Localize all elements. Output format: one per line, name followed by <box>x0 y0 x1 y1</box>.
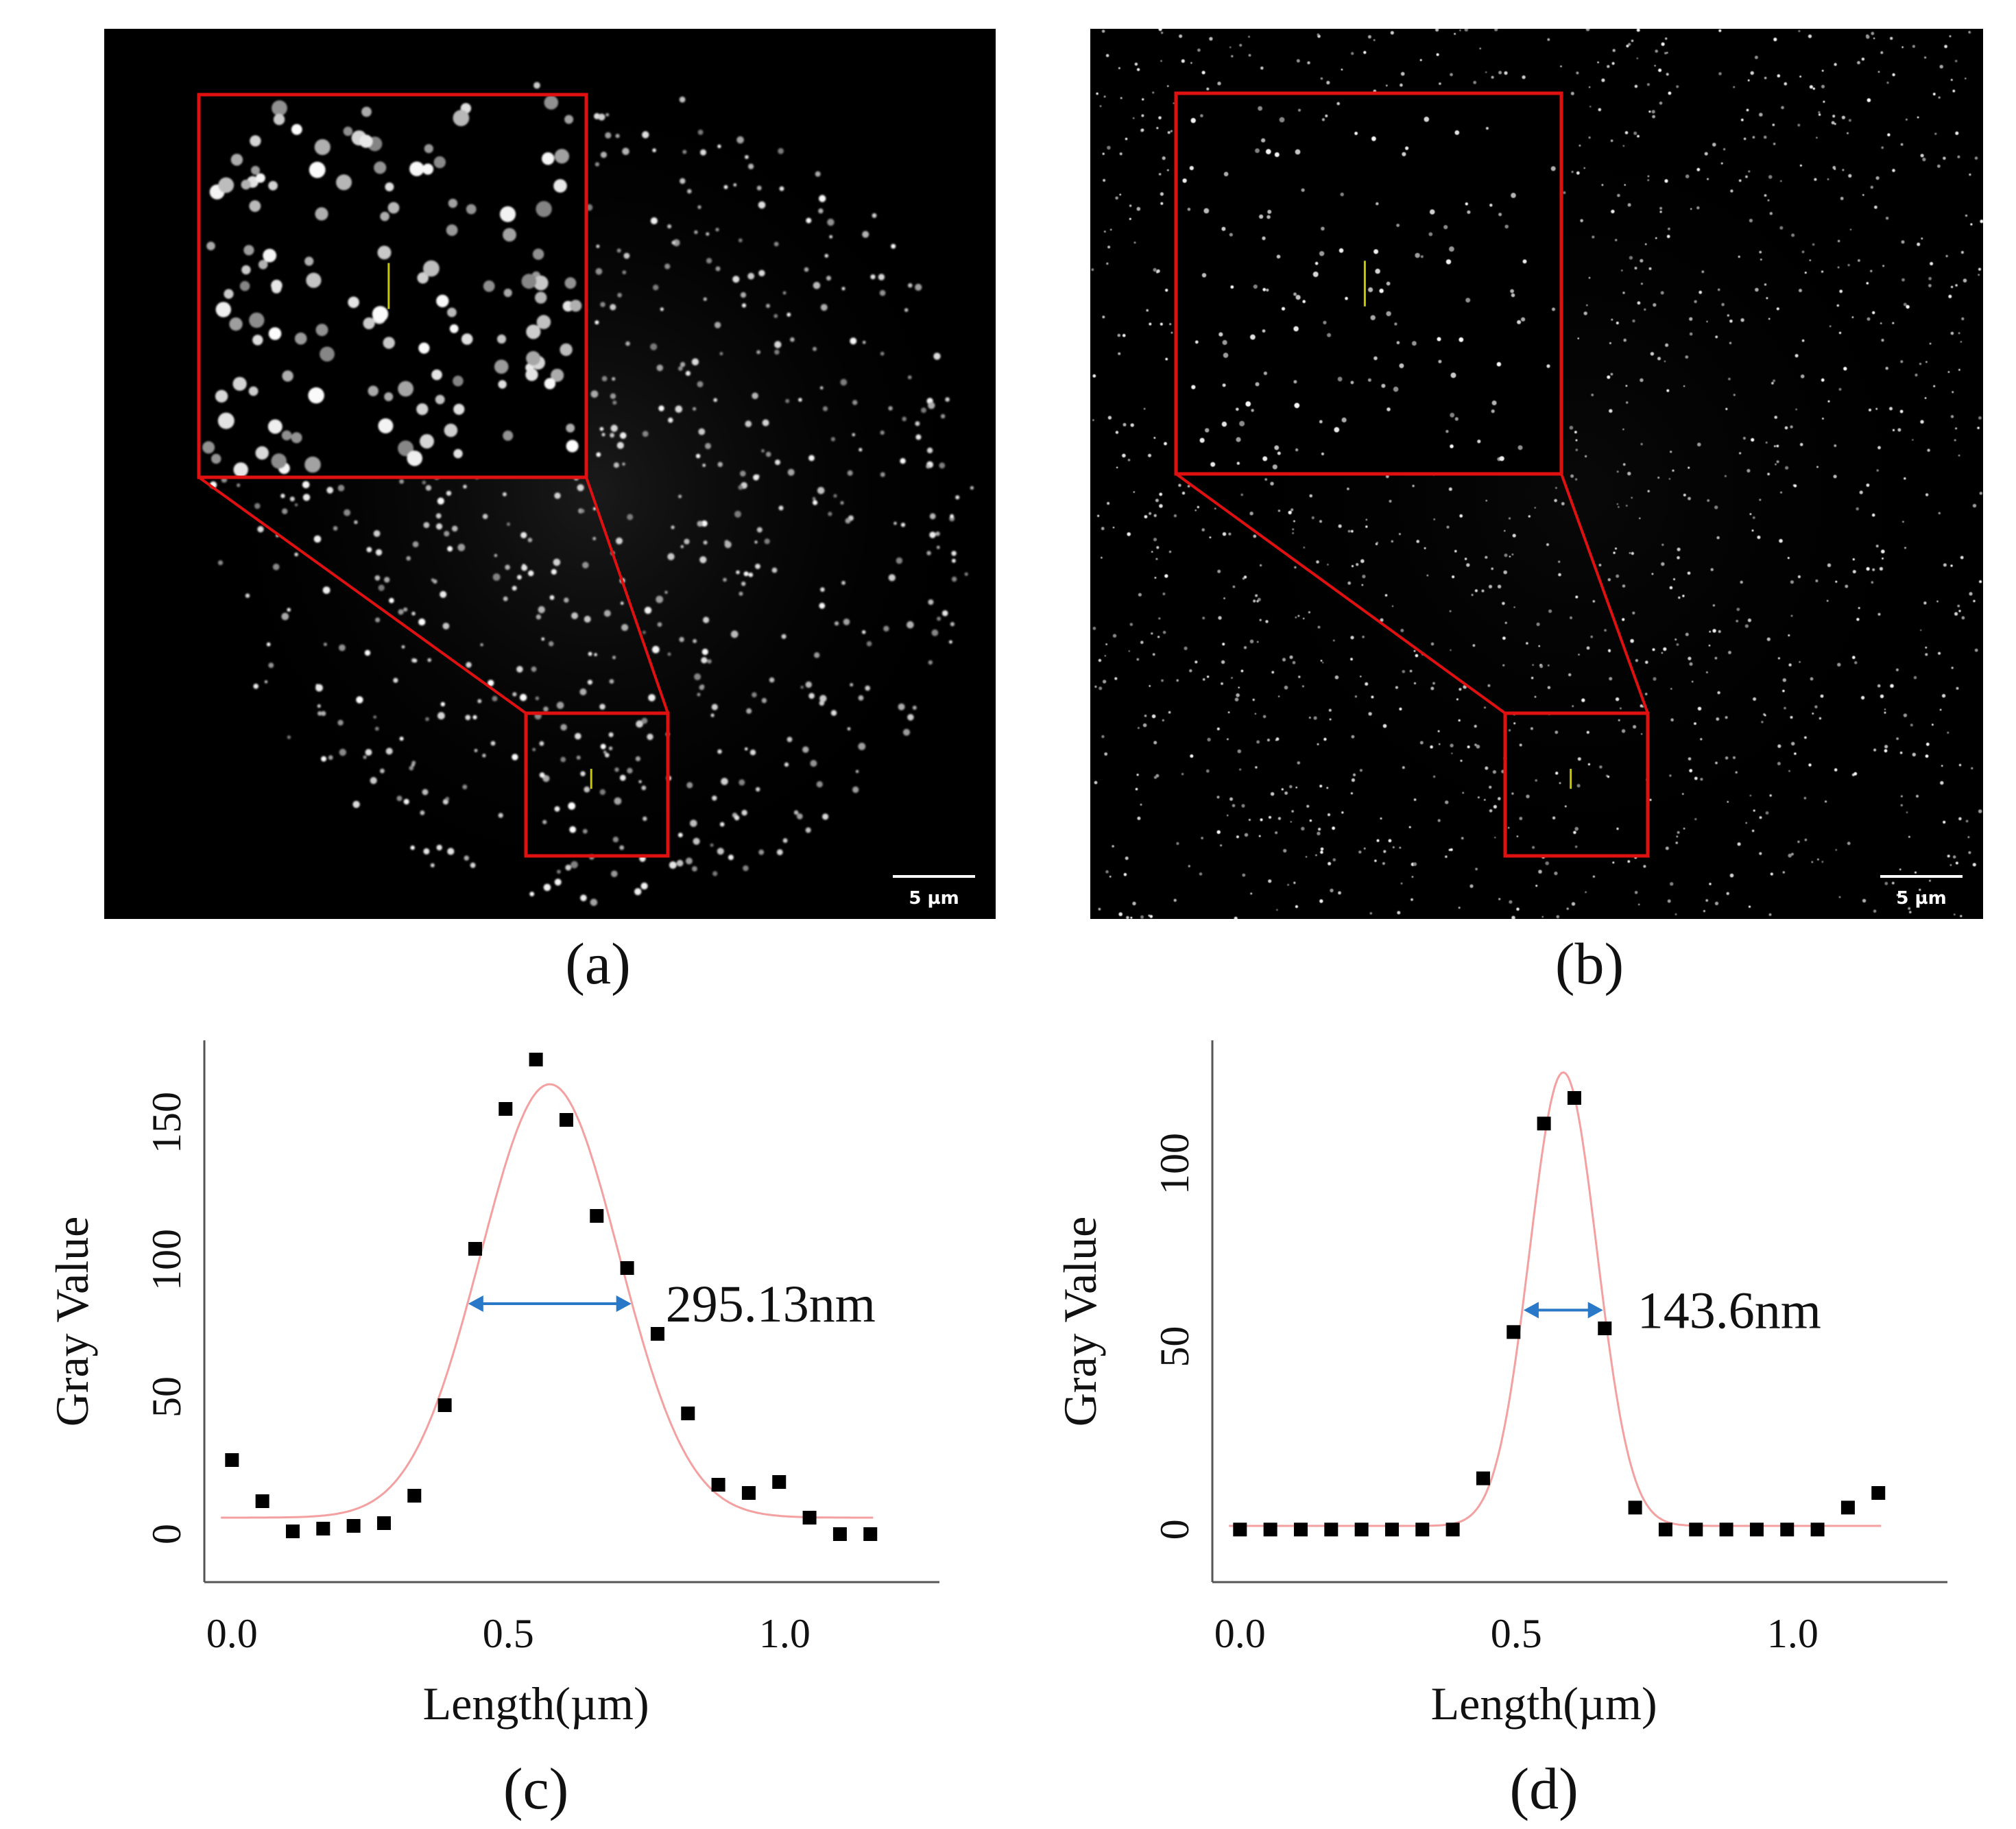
plot-c-data-point <box>316 1522 331 1535</box>
plot-d-data-point <box>1384 1522 1399 1537</box>
plot-c-data-point <box>802 1511 817 1525</box>
plot-c-data-point <box>590 1209 604 1223</box>
plot-c-ytick-label: 0 <box>144 1524 189 1544</box>
plot-d-data-point <box>1598 1322 1612 1335</box>
fluorescence-spots <box>1091 29 1983 919</box>
plot-d-fwhm-label: 143.6nm <box>1637 1282 1821 1339</box>
zoom-connector-right <box>585 477 669 714</box>
inset-box-outline <box>197 93 588 479</box>
plot-d-data-point <box>1354 1522 1369 1537</box>
plot-d-ytick-label: 100 <box>1152 1133 1197 1195</box>
plot-c-data-point <box>437 1398 452 1412</box>
plot-c-data-point <box>407 1489 422 1503</box>
plot-c-xtick-label: 0.0 <box>206 1611 258 1656</box>
plot-d-data-point <box>1415 1522 1430 1537</box>
plot-d-data-point <box>1263 1522 1277 1537</box>
source-region-box <box>1503 711 1650 858</box>
zoom-inset <box>197 93 588 479</box>
plot-d-x-axis-label: Length(µm) <box>1431 1677 1657 1730</box>
plot-d-data-point <box>1658 1522 1672 1537</box>
plot-d-data-point <box>1871 1486 1886 1500</box>
plot-c-y-axis-label: Gray Value <box>46 1217 98 1427</box>
plot-c-data-point <box>620 1261 634 1275</box>
plot-c-data-point <box>711 1478 725 1492</box>
plot-c-data-point <box>225 1453 239 1467</box>
plot-c-data-point <box>559 1113 573 1127</box>
plot-c-fwhm-arrowhead-left <box>468 1295 483 1312</box>
plot-d-data-point <box>1476 1471 1490 1485</box>
plot-d-data-point <box>1840 1501 1855 1515</box>
zoom-connector-left <box>197 476 527 715</box>
plot-d-data-point <box>1719 1522 1733 1537</box>
plot-d-data-point <box>1749 1522 1764 1537</box>
plot-d-xtick-label: 0.0 <box>1214 1611 1266 1656</box>
plot-c-fwhm-label: 295.13nm <box>666 1276 876 1333</box>
plot-d-panel-label: (d) <box>1509 1756 1578 1821</box>
plot-d-data-point <box>1324 1522 1339 1537</box>
plot-c-ytick-label: 50 <box>144 1376 189 1418</box>
plot-d-data-point <box>1537 1116 1551 1131</box>
plot-c-panel-label: (c) <box>503 1756 568 1821</box>
plot-d-y-axis-label: Gray Value <box>1054 1217 1106 1427</box>
plot-d-data-point <box>1628 1501 1642 1515</box>
plot-c-data-point <box>863 1527 878 1541</box>
plot-d-data-point <box>1293 1522 1308 1537</box>
plot-d-data-point <box>1810 1522 1825 1537</box>
panel-label-a: (a) <box>565 931 631 996</box>
super-resolution-image-panel: 5 µm <box>1090 29 1983 919</box>
plot-c-data-point <box>741 1486 756 1500</box>
plot-c-data-point <box>772 1475 787 1489</box>
plot-d-data-point <box>1507 1325 1521 1339</box>
scale-bar-label: 5 µm <box>1896 888 1946 909</box>
plot-c-data-point <box>285 1525 300 1538</box>
plot-c-gaussian-fit <box>221 1083 874 1519</box>
plot-c-data-point <box>529 1053 543 1066</box>
inset-box-outline <box>1174 91 1563 476</box>
plot-d-data-point <box>1689 1522 1703 1537</box>
plot-d-ytick-label: 50 <box>1152 1326 1197 1367</box>
plot-d-data-point <box>1567 1091 1581 1105</box>
plot-d-data-point <box>1233 1522 1247 1537</box>
plot-c-data-point <box>468 1242 482 1256</box>
super-resolution-image-canvas: 5 µm <box>1090 29 1983 919</box>
plot-d-fwhm-arrowhead-right <box>1587 1302 1603 1319</box>
plot-c-data-point <box>681 1407 695 1420</box>
zoom-inset <box>1174 91 1563 476</box>
zoom-connector-right <box>1560 473 1649 714</box>
widefield-image-panel: 5 µm <box>104 29 996 919</box>
plot-c-ytick-label: 100 <box>144 1229 189 1291</box>
plot-c-xtick-label: 1.0 <box>759 1611 811 1656</box>
plot-d-ytick-label: 0 <box>1152 1519 1197 1540</box>
plot-d-data-point <box>1780 1522 1795 1537</box>
plot-c-data-point <box>832 1527 847 1541</box>
plot-c-xtick-label: 0.5 <box>483 1611 534 1656</box>
scale-bar-label: 5 µm <box>909 888 959 909</box>
widefield-image-canvas: 5 µm <box>104 29 996 919</box>
plot-c-data-point <box>346 1519 361 1533</box>
plot-c-x-axis-label: Length(µm) <box>423 1677 649 1730</box>
profile-plot-c: 0 50 100 150 0.0 0.5 1.0 Gray Value Length(µm) (c… <box>46 1040 939 1821</box>
plot-c-data-point <box>650 1327 664 1341</box>
plot-d-data-point <box>1445 1522 1460 1537</box>
plot-d-xtick-label: 0.5 <box>1491 1611 1542 1656</box>
plot-d-xtick-label: 1.0 <box>1767 1611 1819 1656</box>
zoom-connector-left <box>1175 473 1507 715</box>
source-region-box <box>524 711 670 858</box>
plot-d-fwhm-arrowhead-left <box>1523 1302 1539 1319</box>
panel-label-b: (b) <box>1555 931 1624 996</box>
plot-c-fwhm-arrowhead-right <box>616 1295 632 1312</box>
plot-c-data-point <box>255 1494 269 1508</box>
plot-c-data-point <box>499 1102 513 1116</box>
plot-c-ytick-label: 150 <box>144 1092 189 1153</box>
plot-c-data-point <box>376 1516 391 1530</box>
profile-plot-d: 0 50 100 0.0 0.5 1.0 Gray Value Length(µm) (d) 14… <box>1054 1040 1947 1821</box>
